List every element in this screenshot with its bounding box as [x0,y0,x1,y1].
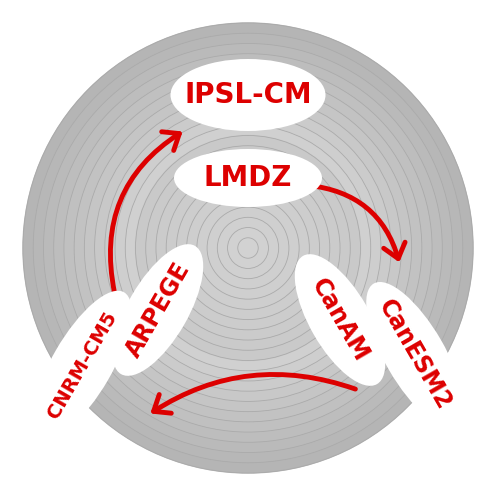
Ellipse shape [366,282,464,428]
Circle shape [228,228,268,269]
Circle shape [238,238,258,258]
Text: CNRM-CM5: CNRM-CM5 [44,308,120,422]
Circle shape [105,105,391,391]
Circle shape [207,207,289,289]
Circle shape [146,146,350,350]
Ellipse shape [174,149,322,207]
Ellipse shape [170,59,326,131]
FancyArrowPatch shape [308,185,405,259]
Circle shape [84,84,412,412]
Text: CanAM: CanAM [307,274,373,366]
Ellipse shape [113,244,203,376]
Circle shape [217,217,279,279]
Circle shape [125,125,371,371]
Circle shape [94,95,402,401]
FancyArrowPatch shape [154,375,355,413]
Circle shape [115,115,381,381]
Text: LMDZ: LMDZ [204,164,292,192]
Circle shape [166,166,330,330]
Circle shape [33,33,463,463]
Text: ARPEGE: ARPEGE [121,258,195,362]
Circle shape [176,176,320,319]
Circle shape [197,197,299,299]
Circle shape [64,64,432,432]
FancyArrowPatch shape [110,132,179,292]
Ellipse shape [295,254,385,386]
Text: IPSL-CM: IPSL-CM [184,81,312,109]
Ellipse shape [33,291,131,439]
Circle shape [156,156,340,340]
Circle shape [43,43,453,453]
Circle shape [74,74,422,422]
Text: CanESM2: CanESM2 [374,296,456,414]
Circle shape [187,187,309,310]
Circle shape [23,23,473,473]
Circle shape [54,54,442,442]
Circle shape [136,136,360,360]
